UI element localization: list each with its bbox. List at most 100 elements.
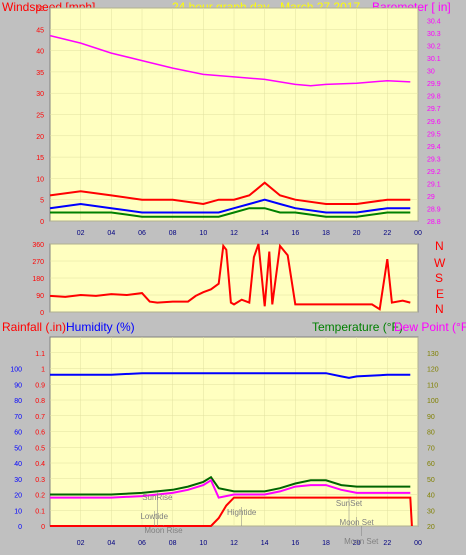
temp-tick-label: 70	[427, 445, 435, 452]
rain-tick-label: 0.4	[35, 461, 45, 468]
dir-tick-label: 180	[32, 276, 44, 283]
annotation-label: Lowtide	[140, 512, 168, 521]
rain-tick-label: 0	[41, 524, 45, 531]
rain-x-tick-label: 20	[353, 540, 361, 547]
humidity-tick-label: 100	[10, 367, 22, 374]
compass-n-top: N	[435, 239, 444, 253]
wind-x-tick-label: 06	[138, 230, 146, 237]
annotation-label: Moon Set	[344, 537, 379, 546]
wind-tick-label: 10	[36, 176, 44, 183]
rain-tick-label: 0.2	[35, 493, 45, 500]
wind-x-tick-label: 08	[169, 230, 177, 237]
wind-x-tick-label: 10	[199, 230, 207, 237]
compass-s: S	[435, 271, 444, 285]
wind-tick-label: 45	[36, 27, 44, 34]
rain-tick-label: 0.8	[35, 398, 45, 405]
rain-title: Rainfall (.in)	[2, 320, 67, 334]
rain-tick-label: 1	[41, 367, 45, 374]
humidity-tick-label: 60	[14, 430, 22, 437]
humidity-tick-label: 40	[14, 461, 22, 468]
temp-tick-label: 90	[427, 414, 435, 421]
rain-tick-label: 0.1	[35, 508, 45, 515]
rain-x-tick-label: 06	[138, 540, 146, 547]
rain-x-tick-label: 08	[169, 540, 177, 547]
rain-x-tick-label: 10	[199, 540, 207, 547]
wind-tick-label: 20	[36, 134, 44, 141]
wind-series-gust	[49, 181, 411, 206]
wind-x-tick-label: 16	[291, 230, 299, 237]
annotation-label: Moon Set	[340, 518, 375, 527]
rain-tick-label: 1.1	[35, 351, 45, 358]
wind-x-tick-label: 14	[261, 230, 269, 237]
series-dew-point	[50, 478, 411, 499]
dew-title: Dew Point (°F)	[394, 320, 466, 334]
baro-tick-label: 29.2	[427, 169, 441, 176]
temp-title: Temperature (°F)	[312, 320, 403, 334]
rain-x-tick-label: 16	[291, 540, 299, 547]
humidity-tick-label: 20	[14, 493, 22, 500]
rain-tick-label: 0.9	[35, 382, 45, 389]
annotation-label: SunSet	[336, 499, 363, 508]
temp-tick-label: 80	[427, 430, 435, 437]
temp-tick-label: 130	[427, 351, 439, 358]
wind-tick-label: 50	[36, 6, 44, 13]
baro-tick-label: 29.7	[427, 106, 441, 113]
humidity-tick-label: 0	[18, 524, 22, 531]
rain-tick-label: 0.6	[35, 430, 45, 437]
dir-tick-label: 360	[32, 242, 44, 249]
wind-x-tick-label: 20	[353, 230, 361, 237]
wind-tick-label: 0	[40, 219, 44, 226]
temp-tick-label: 30	[427, 508, 435, 515]
dir-tick-label: 0	[40, 310, 44, 317]
wind-x-tick-label: 22	[383, 230, 391, 237]
baro-tick-label: 30.1	[427, 56, 441, 63]
wind-tick-label: 15	[36, 155, 44, 162]
rain-x-tick-label: 04	[107, 540, 115, 547]
temp-tick-label: 110	[427, 382, 438, 389]
temp-tick-label: 60	[427, 461, 435, 468]
baro-tick-label: 29.4	[427, 144, 441, 151]
wind-x-tick-label: 04	[107, 230, 115, 237]
baro-tick-label: 29	[427, 194, 435, 201]
compass-n-bottom: N	[435, 302, 444, 316]
baro-tick-label: 29.9	[427, 81, 441, 88]
dir-series-direction	[49, 243, 411, 311]
series-rainfall	[50, 496, 413, 527]
rain-x-tick-label: 02	[77, 540, 85, 547]
baro-tick-label: 30	[427, 69, 435, 76]
rain-x-tick-label: 18	[322, 540, 330, 547]
rain-x-tick-label: 12	[230, 540, 238, 547]
series-humidity	[50, 372, 411, 379]
temp-tick-label: 120	[427, 367, 439, 374]
baro-tick-label: 29.1	[427, 181, 441, 188]
baro-tick-label: 29.6	[427, 119, 441, 126]
baro-tick-label: 28.8	[427, 219, 441, 226]
dir-tick-label: 90	[36, 293, 44, 300]
wind-series-average	[50, 207, 411, 218]
compass-w: W	[434, 256, 446, 270]
baro-tick-label: 30.2	[427, 44, 441, 51]
baro-tick-label: 30.4	[427, 19, 441, 26]
humidity-tick-label: 30	[14, 477, 22, 484]
temp-tick-label: 50	[427, 477, 435, 484]
baro-tick-label: 29.3	[427, 156, 441, 163]
wind-tick-label: 5	[40, 198, 44, 205]
annotation-label: Moon Rise	[144, 526, 183, 535]
rain-tick-label: 0.5	[35, 445, 45, 452]
humidity-tick-label: 50	[14, 445, 22, 452]
wind-x-tick-label: 02	[77, 230, 85, 237]
baro-tick-label: 28.9	[427, 206, 441, 213]
humidity-tick-label: 80	[14, 398, 22, 405]
wind-x-tick-label: 12	[230, 230, 238, 237]
compass-e: E	[436, 287, 445, 301]
baro-tick-label: 30.3	[427, 31, 441, 38]
rain-tick-label: 0.7	[35, 414, 45, 421]
baro-tick-label: 29.5	[427, 131, 441, 138]
wind-tick-label: 40	[36, 49, 44, 56]
wind-tick-label: 30	[36, 91, 44, 98]
baro-tick-label: 29.8	[427, 94, 441, 101]
rain-x-tick-label: 14	[261, 540, 269, 547]
rain-x-tick-label: 22	[383, 540, 391, 547]
dir-tick-label: 270	[32, 259, 44, 266]
humidity-title: Humidity (%)	[66, 320, 135, 334]
